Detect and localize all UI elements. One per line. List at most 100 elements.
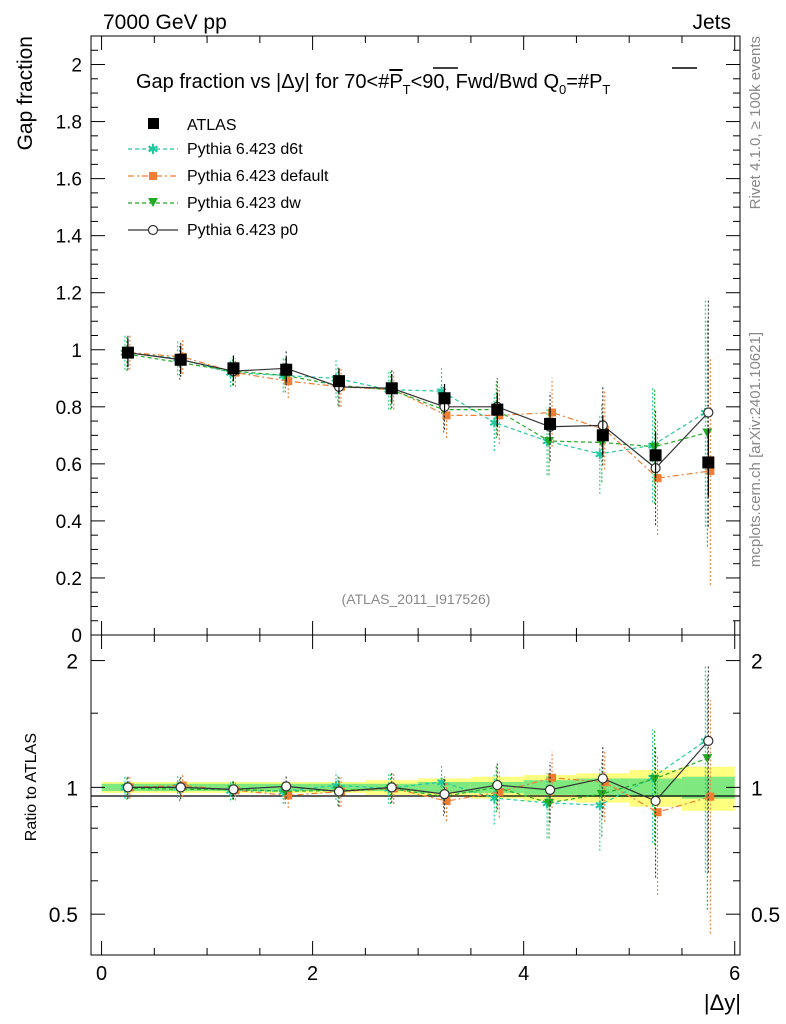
data-point-marker	[544, 437, 555, 447]
data-point-atlas	[596, 429, 609, 442]
data-point-marker	[284, 377, 293, 386]
data-point-marker	[386, 782, 397, 793]
main-series: ✱✱✱✱✱✱✱✱✱✱✱✱	[119, 298, 715, 586]
legend-label-p0: Pythia 6.423 p0	[187, 222, 298, 239]
data-point-atlas	[332, 375, 345, 388]
data-point-marker	[706, 792, 715, 801]
header-right: Jets	[692, 11, 731, 34]
legend-marker-default	[149, 172, 157, 180]
data-point-marker: ✱	[594, 447, 605, 462]
y-tick-label: 1.6	[56, 170, 82, 191]
y-tick-label: 0.8	[56, 398, 82, 419]
series-line	[127, 352, 709, 469]
data-point-marker	[596, 790, 607, 800]
data-point-marker	[122, 782, 134, 793]
ratio-series: ✱✱✱✱✱✱✱✱✱✱✱✱	[119, 665, 715, 934]
y-tick-label: 2	[71, 56, 82, 77]
legend-label-default: Pythia 6.423 default	[187, 168, 329, 185]
data-point-atlas	[385, 382, 398, 395]
data-point-marker: ✱	[436, 384, 447, 399]
data-point-marker	[649, 442, 660, 452]
data-point-marker	[495, 788, 504, 797]
x-tick-label: 6	[729, 963, 740, 985]
data-point-marker: ✱	[594, 798, 605, 813]
side-top-label: Rivet 4.1.0, ≥ 100k events	[747, 36, 764, 209]
legend-marker-atlas	[148, 118, 159, 129]
data-point-marker	[702, 428, 713, 438]
data-point-atlas	[280, 363, 293, 376]
x-tick-label: 4	[518, 963, 529, 985]
data-point-atlas	[121, 346, 134, 359]
ratio-tick-label-right: 2	[751, 651, 763, 674]
data-point-marker	[703, 407, 714, 418]
ratio-tick-label-right: 0.5	[751, 904, 780, 927]
y-tick-label: 0	[71, 626, 82, 647]
ratio-tick-label-right: 1	[751, 777, 763, 800]
ratio-series-line	[126, 757, 708, 804]
data-point-marker	[228, 784, 239, 795]
data-point-marker	[650, 795, 661, 807]
analysis-watermark: (ATLAS_2011_I917526)	[342, 591, 491, 607]
chart-title: Gap fraction vs |Δy| for 70<#PT<90, Fwd/…	[136, 71, 610, 97]
data-point-marker	[653, 474, 662, 483]
data-point-marker	[649, 774, 660, 784]
ratio-bands	[101, 766, 735, 811]
data-point-marker: ✱	[489, 415, 500, 430]
data-point-marker	[597, 773, 608, 784]
series-line	[124, 352, 706, 455]
data-point-atlas	[544, 417, 557, 430]
legend: ATLAS ✱ Pythia 6.423 d6t Pythia 6.423 de…	[128, 117, 329, 239]
data-point-marker	[492, 779, 503, 791]
data-point-marker	[548, 408, 557, 417]
data-point-atlas	[174, 353, 187, 366]
data-point-marker: ✱	[489, 791, 500, 806]
data-point-marker	[333, 786, 345, 797]
series-line	[129, 352, 711, 479]
series-line	[126, 353, 708, 448]
legend-label-atlas: ATLAS	[187, 117, 237, 134]
data-point-marker	[281, 781, 292, 792]
data-point-marker	[439, 789, 450, 800]
data-point-marker: ✱	[436, 775, 447, 790]
data-point-atlas	[491, 403, 504, 416]
ratio-series-line	[127, 740, 709, 802]
y-tick-label: 1.8	[56, 113, 82, 134]
side-bottom-label: mcplots.cern.ch [arXiv:2401.10621]	[747, 332, 764, 567]
ratio-tick-label-left: 2	[66, 651, 78, 674]
data-point-marker	[442, 411, 451, 420]
data-point-marker	[544, 784, 556, 795]
ratio-tick-label-left: 1	[66, 777, 78, 800]
ratio-ticks: 0 2 4 6 0.5 0.5 1 1 2 2	[49, 635, 780, 985]
y-tick-label: 0.2	[56, 569, 82, 590]
data-point-marker	[548, 773, 557, 782]
header-left: 7000 GeV pp	[103, 11, 227, 34]
y-tick-label: 0.6	[56, 455, 82, 476]
x-tick-label: 0	[96, 963, 107, 985]
legend-label-d6t: Pythia 6.423 d6t	[187, 141, 303, 158]
legend-marker-d6t: ✱	[147, 141, 159, 157]
x-axis-label: |Δy|	[704, 990, 741, 1015]
y-tick-label: 1	[71, 341, 82, 362]
main-ticks: 0 0.2 0.4 0.6 0.8 1 1.2 1.4 1.6 1.8 2	[56, 36, 740, 647]
data-point-marker	[175, 782, 186, 793]
x-tick-label: 2	[307, 963, 318, 985]
ratio-series-line	[124, 740, 706, 806]
data-point-atlas	[227, 362, 240, 375]
data-point-atlas	[438, 392, 451, 405]
data-point-marker	[653, 808, 662, 817]
data-point-marker	[442, 797, 451, 806]
y-tick-label: 0.4	[56, 512, 83, 533]
legend-label-dw: Pythia 6.423 dw	[187, 195, 301, 212]
data-point-atlas	[702, 456, 715, 469]
data-point-marker	[702, 754, 713, 764]
ratio-tick-label-left: 0.5	[49, 904, 78, 927]
y-axis-label: Gap fraction	[14, 36, 37, 150]
legend-marker-dw	[148, 198, 158, 207]
data-point-atlas	[649, 449, 662, 462]
y-tick-label: 1.2	[56, 284, 82, 305]
ratio-series-line	[129, 777, 711, 813]
data-point-marker	[706, 466, 715, 475]
data-point-marker	[544, 798, 555, 808]
legend-marker-p0	[147, 224, 159, 236]
